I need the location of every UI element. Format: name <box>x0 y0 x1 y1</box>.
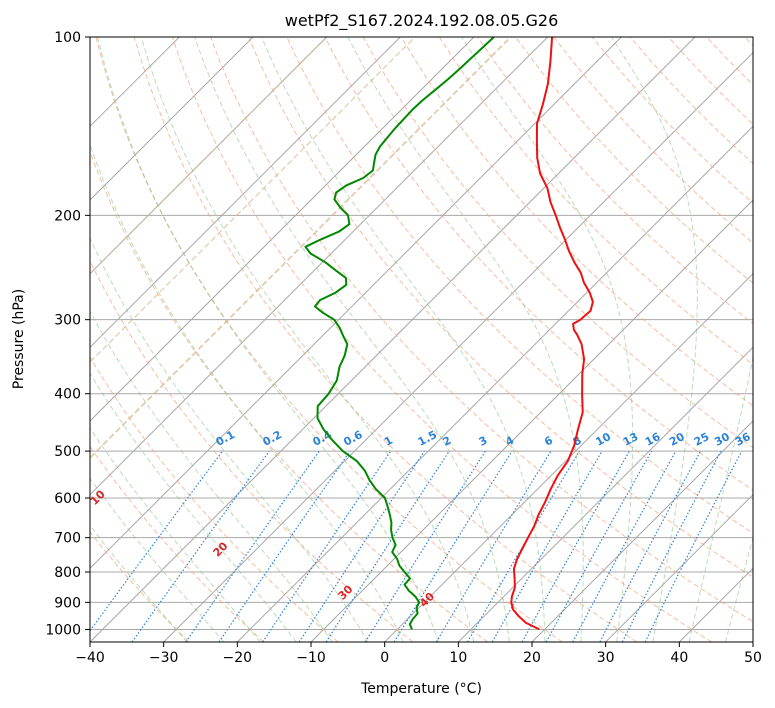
dewpoint-profile-line <box>304 37 495 630</box>
dry-adiabat-line <box>400 37 753 407</box>
x-tick-label: 30 <box>597 650 615 666</box>
moist-adiabat-line <box>90 372 297 642</box>
x-tick-label: 50 <box>744 650 762 666</box>
x-tick-label: 0 <box>380 650 389 666</box>
y-tick-label: 800 <box>54 565 81 581</box>
mixing-ratio-line <box>545 450 653 642</box>
moist-adiabat-line <box>90 236 369 642</box>
isotherm-line <box>90 37 696 642</box>
dry-adiabat-line <box>90 259 414 642</box>
y-tick-label: 700 <box>54 531 81 547</box>
axes-ticks: −40 −30 −20 −10 0 10 20 30 40 50 100 200 300 400 500 60… <box>45 30 762 666</box>
y-tick-label: 200 <box>54 208 81 224</box>
dry-adiabat-line <box>171 37 712 642</box>
mixing-ratio-line <box>621 450 722 642</box>
mixing-ratio-line <box>90 450 223 632</box>
moist-adiabat-line <box>688 355 753 642</box>
dry-adiabat-line <box>133 37 638 642</box>
mixing-ratio-line <box>131 450 270 642</box>
mixing-ratio-label: 30 <box>712 430 732 449</box>
moist-adiabat-line <box>90 310 333 642</box>
isotherm-line <box>457 346 753 642</box>
background-reference-lines <box>90 37 753 642</box>
y-tick-label: 300 <box>54 313 81 329</box>
x-axis-label: Temperature (°C) <box>360 681 482 697</box>
dry-adiabat-line <box>324 37 753 491</box>
x-tick-label: 20 <box>523 650 541 666</box>
mixing-ratio-line <box>298 450 425 642</box>
dry-adiabat-line <box>438 37 753 366</box>
mixing-ratio-line <box>644 450 743 642</box>
isotherm-line <box>236 125 753 642</box>
y-tick-label: 400 <box>54 387 81 403</box>
y-tick-label: 1000 <box>45 622 81 638</box>
y-axis-label: Pressure (hPa) <box>11 289 27 389</box>
plot-frame <box>89 36 754 643</box>
x-tick-label: −40 <box>75 650 105 666</box>
mixing-ratio-line <box>218 450 351 642</box>
temperature-profile-line <box>510 37 594 631</box>
isotherm-line <box>163 51 753 642</box>
mixing-ratio-line <box>521 450 631 642</box>
isotherm-line <box>384 272 753 642</box>
mixing-ratio-line <box>185 450 320 642</box>
y-tick-label: 900 <box>54 595 81 611</box>
mixing-ratio-label: 16 <box>643 430 663 449</box>
x-tick-label: 40 <box>670 650 688 666</box>
mixing-ratio-label: 20 <box>667 430 687 449</box>
moist-adiabat-line <box>347 37 584 642</box>
x-tick-label: −10 <box>296 650 326 666</box>
mixing-ratio-line <box>599 450 702 642</box>
y-tick-label: 100 <box>54 30 81 46</box>
mixing-ratio-line <box>572 450 677 642</box>
isotherm-line <box>90 37 549 496</box>
moist-adiabat-line <box>725 536 753 642</box>
dry-adiabat-line <box>90 445 264 642</box>
chart-title: wetPf2_S167.2024.192.08.05.G26 <box>285 11 559 31</box>
isotherm-line <box>90 37 254 201</box>
dry-adiabat-line <box>248 37 753 578</box>
isotherm-line <box>90 37 475 422</box>
moist-adiabat-line <box>461 37 634 642</box>
mixing-ratio-label: 10 <box>593 430 613 449</box>
moist-adiabat-line <box>90 142 404 642</box>
x-tick-label: 10 <box>449 650 467 666</box>
isotherm-line <box>605 493 753 642</box>
mixing-ratio-line <box>364 450 486 642</box>
mixing-ratio-line <box>262 450 392 642</box>
moist-adiabat-line <box>261 37 546 642</box>
dry-adiabat-line <box>90 356 339 642</box>
x-tick-label: −20 <box>223 650 253 666</box>
isotherm-line <box>531 420 753 642</box>
moist-adiabat-line <box>194 37 510 642</box>
mixing-ratio-label: 13 <box>621 430 641 449</box>
isotherm-line <box>90 37 401 349</box>
y-tick-label: 600 <box>54 491 81 507</box>
dry-adiabat-line <box>515 37 753 284</box>
moist-adiabat-line <box>140 37 475 642</box>
x-tick-label: −30 <box>149 650 179 666</box>
mixing-ratio-line <box>325 450 450 642</box>
moist-adiabat-line <box>97 37 439 642</box>
series-layer <box>304 37 594 631</box>
y-tick-label: 500 <box>54 444 81 460</box>
mixing-ratio-line <box>393 450 513 642</box>
dry-adiabat-line <box>210 37 753 623</box>
dry-adiabat-line <box>90 150 488 642</box>
isotherm-line <box>90 37 622 570</box>
dry-adiabat-line <box>90 531 190 642</box>
moist-adiabat-line <box>610 37 698 642</box>
mixing-ratio-label: 25 <box>692 430 712 449</box>
mixing-ratio-label: 36 <box>733 430 753 449</box>
moist-adiabat-line <box>90 427 261 642</box>
moist-adiabat-line <box>90 477 225 642</box>
mixing-ratio-line <box>435 450 552 642</box>
